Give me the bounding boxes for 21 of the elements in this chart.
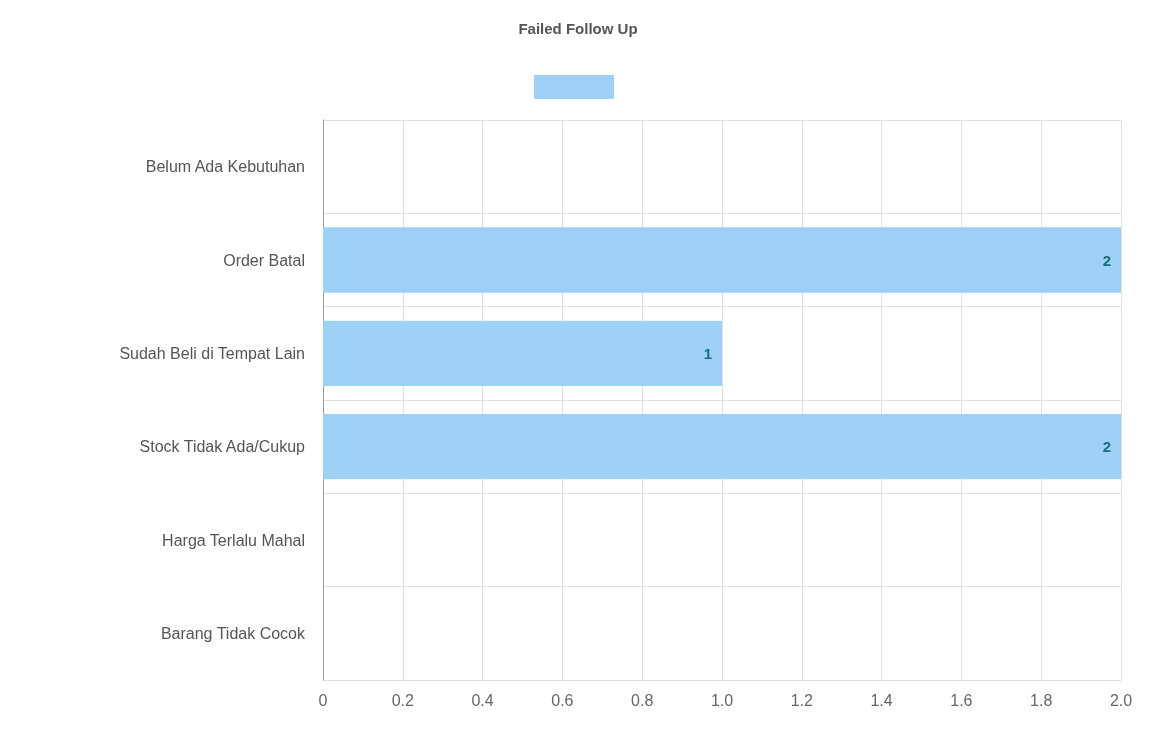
y-tick-label: Stock Tidak Ada/Cukup: [139, 438, 306, 456]
data-label: 1: [703, 344, 712, 362]
x-tick-label: 1.2: [790, 691, 814, 709]
y-tick-label: Order Batal: [223, 251, 305, 269]
data-label: 2: [1102, 251, 1111, 269]
x-tick-label: 0.6: [551, 691, 574, 709]
x-tick-label: 0: [318, 691, 328, 709]
x-tick-label: 1.6: [950, 691, 973, 709]
data-label: 2: [1102, 438, 1111, 456]
x-tick-label: 0.4: [471, 691, 494, 709]
y-tick-label: Barang Tidak Cocok: [160, 624, 306, 642]
x-tick-label: 1.0: [710, 691, 734, 709]
y-tick-label: Belum Ada Kebutuhan: [145, 158, 305, 176]
chart-title: Failed Follow Up: [518, 20, 638, 37]
x-tick-label: 0.8: [631, 691, 654, 709]
y-tick-label: Sudah Beli di Tempat Lain: [119, 344, 305, 362]
x-tick-label: 1.8: [1030, 691, 1053, 709]
x-tick-label: 2.0: [1109, 691, 1133, 709]
x-tick-label: 1.4: [870, 691, 893, 709]
y-tick-label: Harga Terlalu Mahal: [162, 531, 305, 549]
x-tick-label: 0.2: [391, 691, 415, 709]
